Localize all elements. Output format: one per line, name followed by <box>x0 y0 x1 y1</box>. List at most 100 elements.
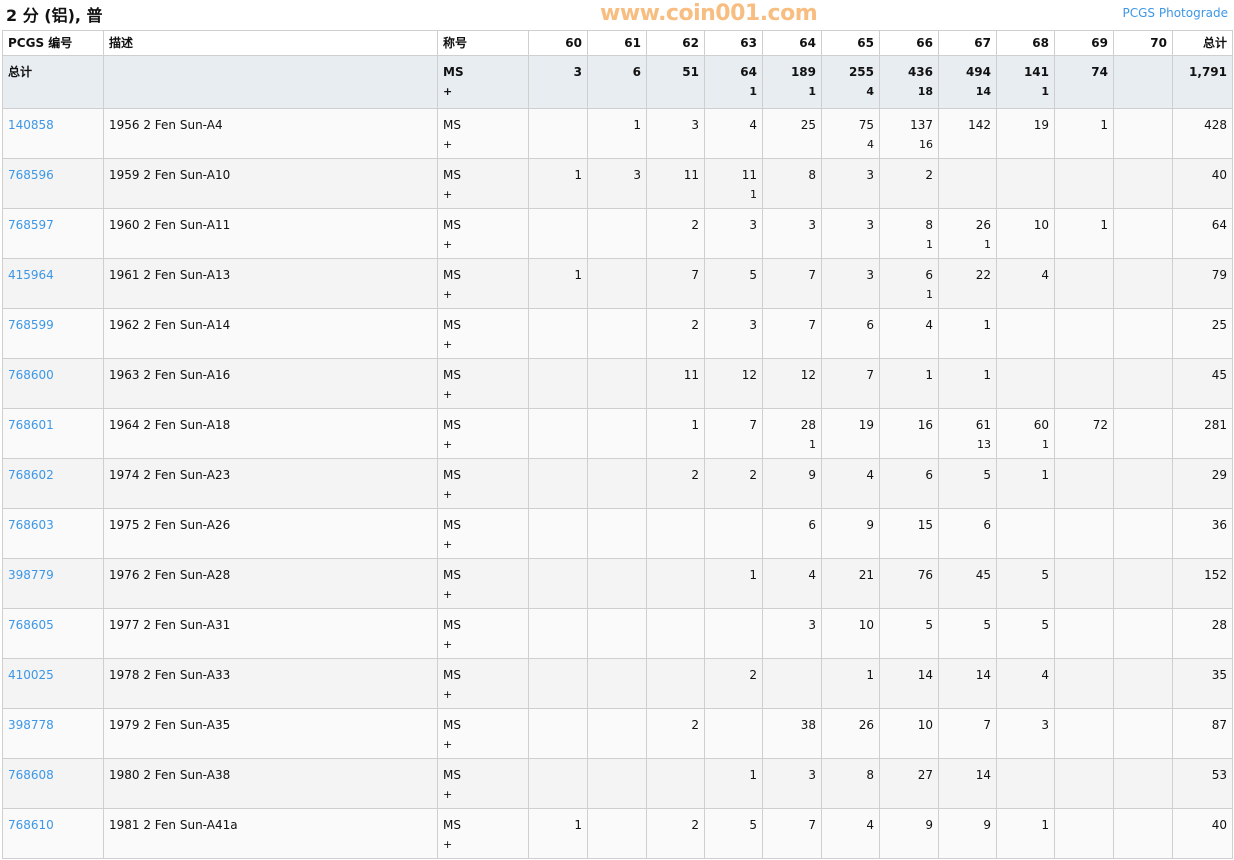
grade-cell-66: 10 <box>879 708 939 759</box>
grade-cell-61 <box>587 558 647 609</box>
cell-count: 4 <box>866 818 874 832</box>
header-designation[interactable]: 称号 <box>437 30 529 56</box>
cell-count: 75 <box>858 118 874 132</box>
pcgs-number-link[interactable]: 768597 <box>8 218 54 232</box>
cell-count: 10 <box>917 718 933 732</box>
pcgs-number-link[interactable]: 415964 <box>8 268 54 282</box>
grade-cell-61 <box>587 458 647 509</box>
cell-count: 28 <box>800 418 816 432</box>
cell-count: 7 <box>808 818 816 832</box>
grade-cell-64: 3 <box>762 608 822 659</box>
pcgs-number-link[interactable]: 140858 <box>8 118 54 132</box>
grade-cell-63: 2 <box>704 658 763 709</box>
grade-cell-61 <box>587 208 647 259</box>
page-title: 2 分 (铝), 普 <box>6 6 103 25</box>
grade-cell-65: 10 <box>821 608 880 659</box>
cell-count: 19 <box>858 418 874 432</box>
grade-cell-63: 5 <box>704 808 763 859</box>
description: 1981 2 Fen Sun-A41a <box>109 818 238 832</box>
cell-count: 5 <box>983 468 991 482</box>
pcgs-number-link[interactable]: 410025 <box>8 668 54 682</box>
cell-count: 19 <box>1033 118 1049 132</box>
header-grade-65[interactable]: 65 <box>821 30 880 56</box>
cell-count: 1 <box>691 418 699 432</box>
header-grade-63[interactable]: 63 <box>704 30 763 56</box>
pcgs-number-link[interactable]: 768610 <box>8 818 54 832</box>
pcgs-number-link[interactable]: 768596 <box>8 168 54 182</box>
cell-count: MS <box>443 718 461 732</box>
row-total: 45 <box>1211 368 1227 382</box>
pcgs-number-link[interactable]: 768599 <box>8 318 54 332</box>
row-total: 29 <box>1211 468 1227 482</box>
cell-count: 255 <box>848 65 874 79</box>
header-row: PCGS 编号 描述 称号 60 61 62 63 64 65 66 67 68 69 70 总计 <box>2 30 1233 56</box>
grade-cell-67: 9 <box>938 808 997 859</box>
header-grade-61[interactable]: 61 <box>587 30 647 56</box>
grade-cell-66: 1 <box>879 358 939 409</box>
description: 1964 2 Fen Sun-A18 <box>109 418 231 432</box>
grade-cell-69 <box>1054 758 1114 809</box>
grade-cell-63 <box>704 508 763 559</box>
cell-plus-count: + <box>443 688 453 701</box>
grade-cell-68: 5 <box>996 608 1055 659</box>
table-row: 768597 1960 2 Fen Sun-A11 MS +2 3 3 3 8 1 26 1 10 1 6… <box>2 208 1233 259</box>
grade-cell-60 <box>528 758 588 809</box>
grade-cell-67: 7 <box>938 708 997 759</box>
cell-count: 25 <box>800 118 816 132</box>
header-grade-66[interactable]: 66 <box>879 30 939 56</box>
pcgs-number-link[interactable]: 768608 <box>8 768 54 782</box>
cell-count: 9 <box>866 518 874 532</box>
cell-count: 11 <box>683 168 699 182</box>
grade-cell-68: 60 1 <box>996 408 1055 459</box>
grade-cell-65: 4 <box>821 458 880 509</box>
cell-count: 16 <box>917 418 933 432</box>
header-grade-69[interactable]: 69 <box>1054 30 1114 56</box>
row-total: 40 <box>1211 168 1227 182</box>
pcgs-number-link[interactable]: 768603 <box>8 518 54 532</box>
pcgs-number-link[interactable]: 768602 <box>8 468 54 482</box>
grade-cell-69 <box>1054 808 1114 859</box>
grade-cell-64 <box>762 658 822 709</box>
grade-cell-62: 11 <box>646 358 705 409</box>
cell-count: 5 <box>749 268 757 282</box>
cell-count: 3 <box>866 268 874 282</box>
pcgs-photograde-link[interactable]: PCGS Photograde <box>1122 6 1228 20</box>
grade-cell-62: 2 <box>646 308 705 359</box>
header-pcgs[interactable]: PCGS 编号 <box>2 30 104 56</box>
cell-plus-count: 1 <box>808 85 816 98</box>
cell-count: 1 <box>1100 218 1108 232</box>
grade-cell-69: 1 <box>1054 208 1114 259</box>
description: 1976 2 Fen Sun-A28 <box>109 568 231 582</box>
header-grade-70[interactable]: 70 <box>1113 30 1173 56</box>
header-grade-60[interactable]: 60 <box>528 30 588 56</box>
cell-count: 5 <box>749 818 757 832</box>
grade-cell-62: 2 <box>646 808 705 859</box>
header-grade-67[interactable]: 67 <box>938 30 997 56</box>
pcgs-number-link[interactable]: 398778 <box>8 718 54 732</box>
pcgs-number-link[interactable]: 768605 <box>8 618 54 632</box>
cell-plus-count: + <box>443 488 453 501</box>
cell-count: 8 <box>925 218 933 232</box>
table-row: 768600 1963 2 Fen Sun-A16 MS +11 12 12 7 1 1 45 <box>2 358 1233 409</box>
grade-cell-65: 21 <box>821 558 880 609</box>
cell-count: 3 <box>749 318 757 332</box>
description: 1977 2 Fen Sun-A31 <box>109 618 231 632</box>
header-grade-64[interactable]: 64 <box>762 30 822 56</box>
row-total: 281 <box>1204 418 1227 432</box>
header-total[interactable]: 总计 <box>1172 30 1233 56</box>
cell-count: 6 <box>866 318 874 332</box>
pcgs-number-link[interactable]: 398779 <box>8 568 54 582</box>
designation-cell: MS + <box>437 258 529 309</box>
header-grade-62[interactable]: 62 <box>646 30 705 56</box>
pcgs-number-link[interactable]: 768601 <box>8 418 54 432</box>
header-desc[interactable]: 描述 <box>103 30 438 56</box>
cell-count: 141 <box>1023 65 1049 79</box>
row-total-cell: 45 <box>1172 358 1233 409</box>
pcgs-number-link[interactable]: 768600 <box>8 368 54 382</box>
grade-cell-68: 3 <box>996 708 1055 759</box>
header-grade-68[interactable]: 68 <box>996 30 1055 56</box>
cell-count: 7 <box>749 418 757 432</box>
grade-cell-67: 26 1 <box>938 208 997 259</box>
grand-total: 1,791 <box>1189 65 1227 79</box>
grade-cell-69 <box>1054 458 1114 509</box>
